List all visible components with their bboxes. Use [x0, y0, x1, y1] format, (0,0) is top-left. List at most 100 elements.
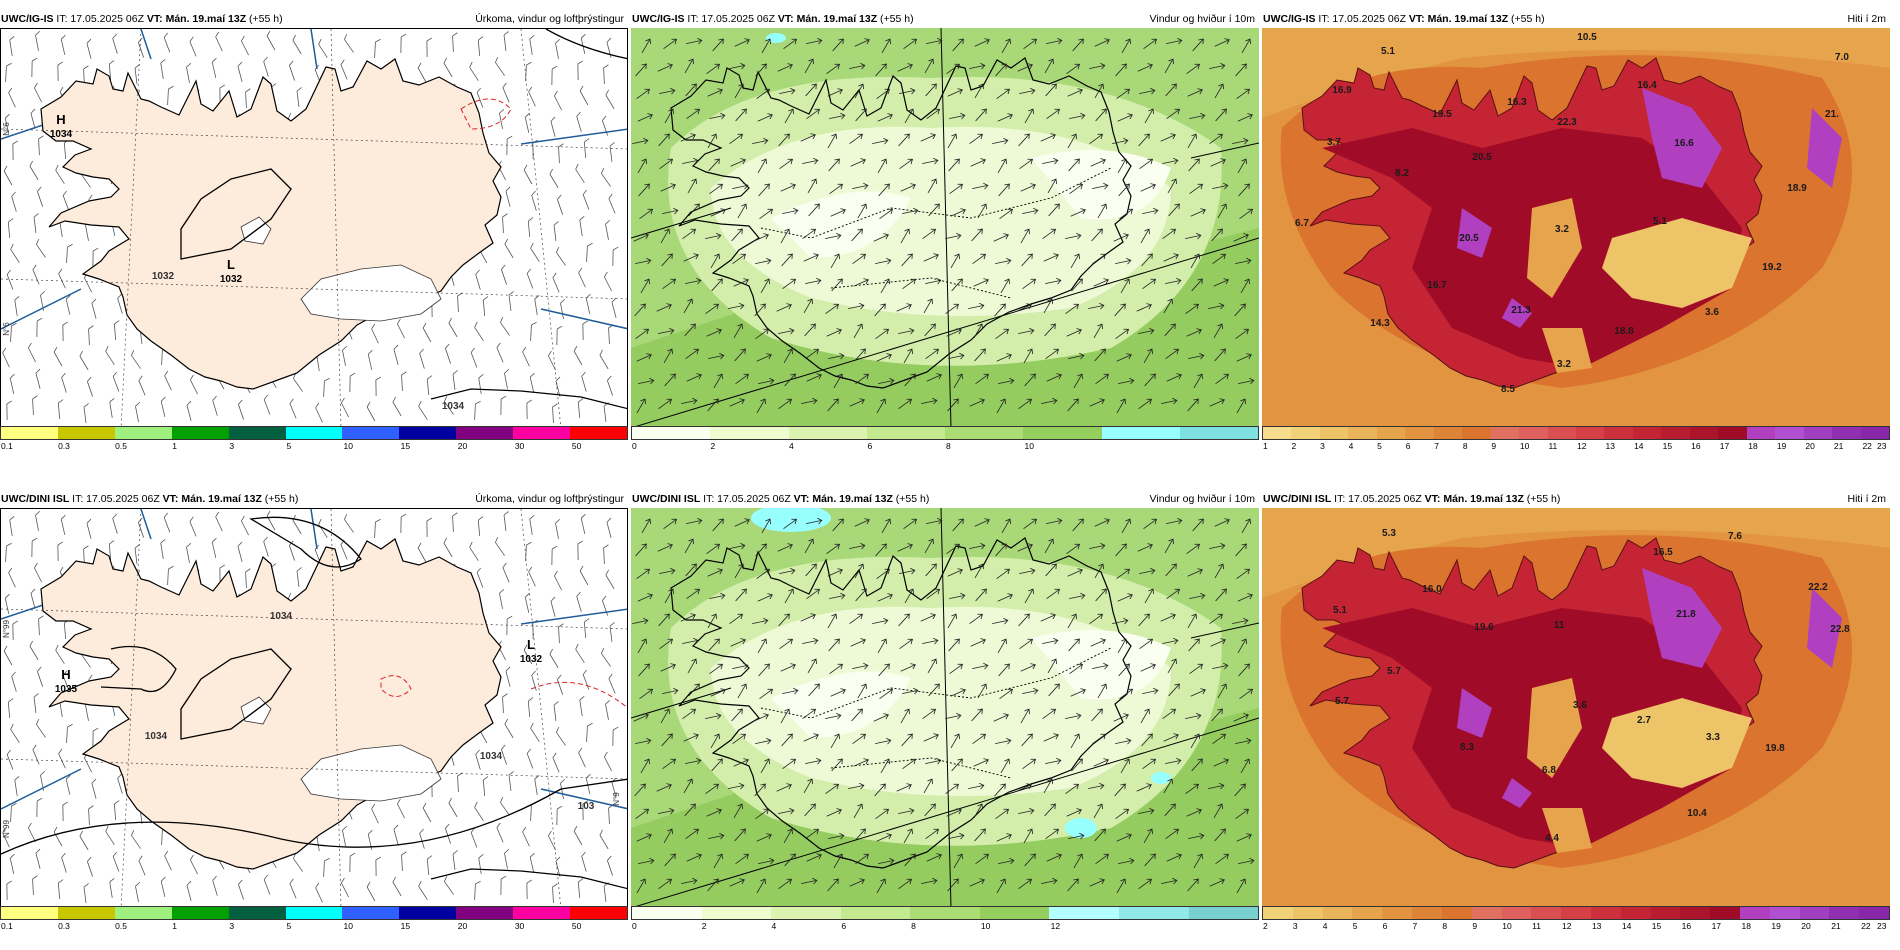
temperature-label: 18.9 — [1787, 183, 1807, 194]
wind-barb — [8, 87, 16, 108]
wind-barb — [393, 344, 399, 365]
wind-barb — [189, 36, 197, 57]
wind-arrow — [754, 303, 766, 317]
wind-arrow — [1140, 708, 1150, 724]
wind-barb — [160, 59, 166, 79]
colorbar-swatch — [1769, 907, 1800, 919]
wind-arrow — [1209, 133, 1224, 145]
temp-band-hot — [1457, 688, 1492, 738]
wind-arrow — [1166, 108, 1181, 120]
wind-barb — [238, 879, 244, 900]
wind-arrow — [924, 58, 934, 74]
wind-barb — [524, 112, 530, 133]
wind-arrow — [1023, 38, 1038, 50]
wind-barb — [599, 829, 609, 850]
wind-barb — [445, 343, 451, 364]
map-wind[interactable] — [631, 508, 1259, 908]
wind-arrow — [709, 663, 724, 675]
wind-arrow — [1214, 563, 1224, 579]
wind-barb — [557, 194, 563, 215]
colorbar-swatch — [228, 427, 286, 439]
wind-arrow — [903, 38, 918, 50]
wind-barb — [112, 371, 120, 392]
wind-arrow — [852, 733, 867, 745]
wind-arrow — [1236, 878, 1246, 894]
wind-barb — [367, 349, 373, 370]
wind-barb — [612, 726, 619, 747]
wind-arrow — [880, 278, 890, 294]
map-temp[interactable]: 5.3 7.6 16.5 16.0 22.2 5.1 21.8 19.6 11 22.8 5.7 5.… — [1262, 508, 1890, 908]
map-wind[interactable] — [631, 28, 1259, 428]
isobar — [180, 648, 292, 740]
wind-arrow — [706, 808, 722, 817]
map-precip[interactable]: H 1034 L 1032 1032 1034 N°6 N°6 — [0, 28, 628, 428]
wind-barb — [501, 264, 507, 285]
wind-barb — [476, 87, 484, 108]
wind-arrow — [1116, 353, 1132, 362]
wind-arrow — [1000, 758, 1010, 774]
wind-arrow — [805, 757, 822, 765]
wind-arrow — [878, 663, 890, 677]
colorbar-tick-label: 22 — [1862, 441, 1872, 451]
wind-barb — [374, 38, 381, 59]
wind-arrow — [977, 683, 987, 699]
colorbar-swatch — [1118, 907, 1189, 919]
wind-arrow — [753, 233, 769, 242]
colorbar-swatch — [1620, 907, 1651, 919]
wind-arrow — [1165, 83, 1177, 97]
wind-arrow — [854, 828, 866, 842]
wind-arrow — [708, 352, 725, 360]
wind-barb — [135, 401, 141, 422]
wind-barb — [113, 800, 120, 821]
wind-arrow — [953, 373, 963, 389]
wind-arrow — [664, 588, 674, 604]
wind-arrow — [926, 373, 942, 382]
wind-arrow — [1117, 638, 1127, 654]
wind-arrow — [996, 878, 1006, 894]
wind-arrow — [1069, 663, 1084, 675]
temperature-label: 19.2 — [1762, 262, 1782, 273]
wind-arrow — [732, 733, 747, 745]
temperature-label: 20.5 — [1472, 152, 1492, 163]
wind-arrow — [803, 733, 819, 742]
wind-arrow — [1138, 613, 1150, 627]
wind-arrow — [1116, 398, 1126, 414]
wind-arrow — [1042, 228, 1057, 240]
wind-barb — [426, 855, 433, 876]
wind-arrow — [1167, 658, 1177, 674]
map-precip[interactable]: H 1035 L 1032 1034 1034 1034 103 N°99 N°9 N°99 — [0, 508, 628, 908]
run-info: UWC/DINI ISL IT: 17.05.2025 06Z VT: Mán.… — [1263, 490, 1560, 508]
wind-arrow — [682, 708, 697, 720]
wind-arrow — [1208, 302, 1225, 310]
wind-barb — [548, 830, 556, 851]
wind-arrow — [1235, 63, 1247, 77]
colorbar-swatch — [1319, 427, 1349, 439]
wind-arrow — [1018, 327, 1035, 335]
wind-arrow — [973, 758, 989, 767]
wind-arrow — [1022, 207, 1039, 215]
wind-arrow — [1211, 228, 1223, 242]
wind-arrow — [638, 183, 650, 197]
wind-arrow — [853, 803, 863, 819]
wind-arrow — [1144, 853, 1156, 867]
map-temp[interactable]: 5.1 10.5 7.0 16.9 16.3 16.4 19.5 22.3 21. 3.7 16.6… — [1262, 28, 1890, 428]
wind-arrow — [902, 207, 919, 215]
wind-barb — [554, 90, 562, 111]
wind-arrow — [997, 113, 1013, 122]
wind-barb — [112, 851, 120, 872]
graticule-line — [120, 509, 142, 907]
wind-barb — [31, 57, 38, 78]
wind-arrow — [921, 397, 938, 405]
wind-arrow — [873, 233, 889, 242]
wind-arrow — [1045, 277, 1062, 285]
wind-barb — [582, 800, 589, 821]
temp-band-cool — [1262, 508, 1890, 598]
wind-barb — [418, 880, 428, 900]
wind-arrow — [997, 593, 1013, 602]
wind-arrow — [879, 208, 894, 220]
colorbar-tick-label: 17 — [1711, 921, 1722, 931]
colorbar-tick-label: 0.5 — [115, 921, 127, 931]
wind-arrow — [1143, 518, 1158, 530]
colorbar-swatch — [1412, 907, 1442, 919]
wind-arrow — [777, 63, 793, 72]
